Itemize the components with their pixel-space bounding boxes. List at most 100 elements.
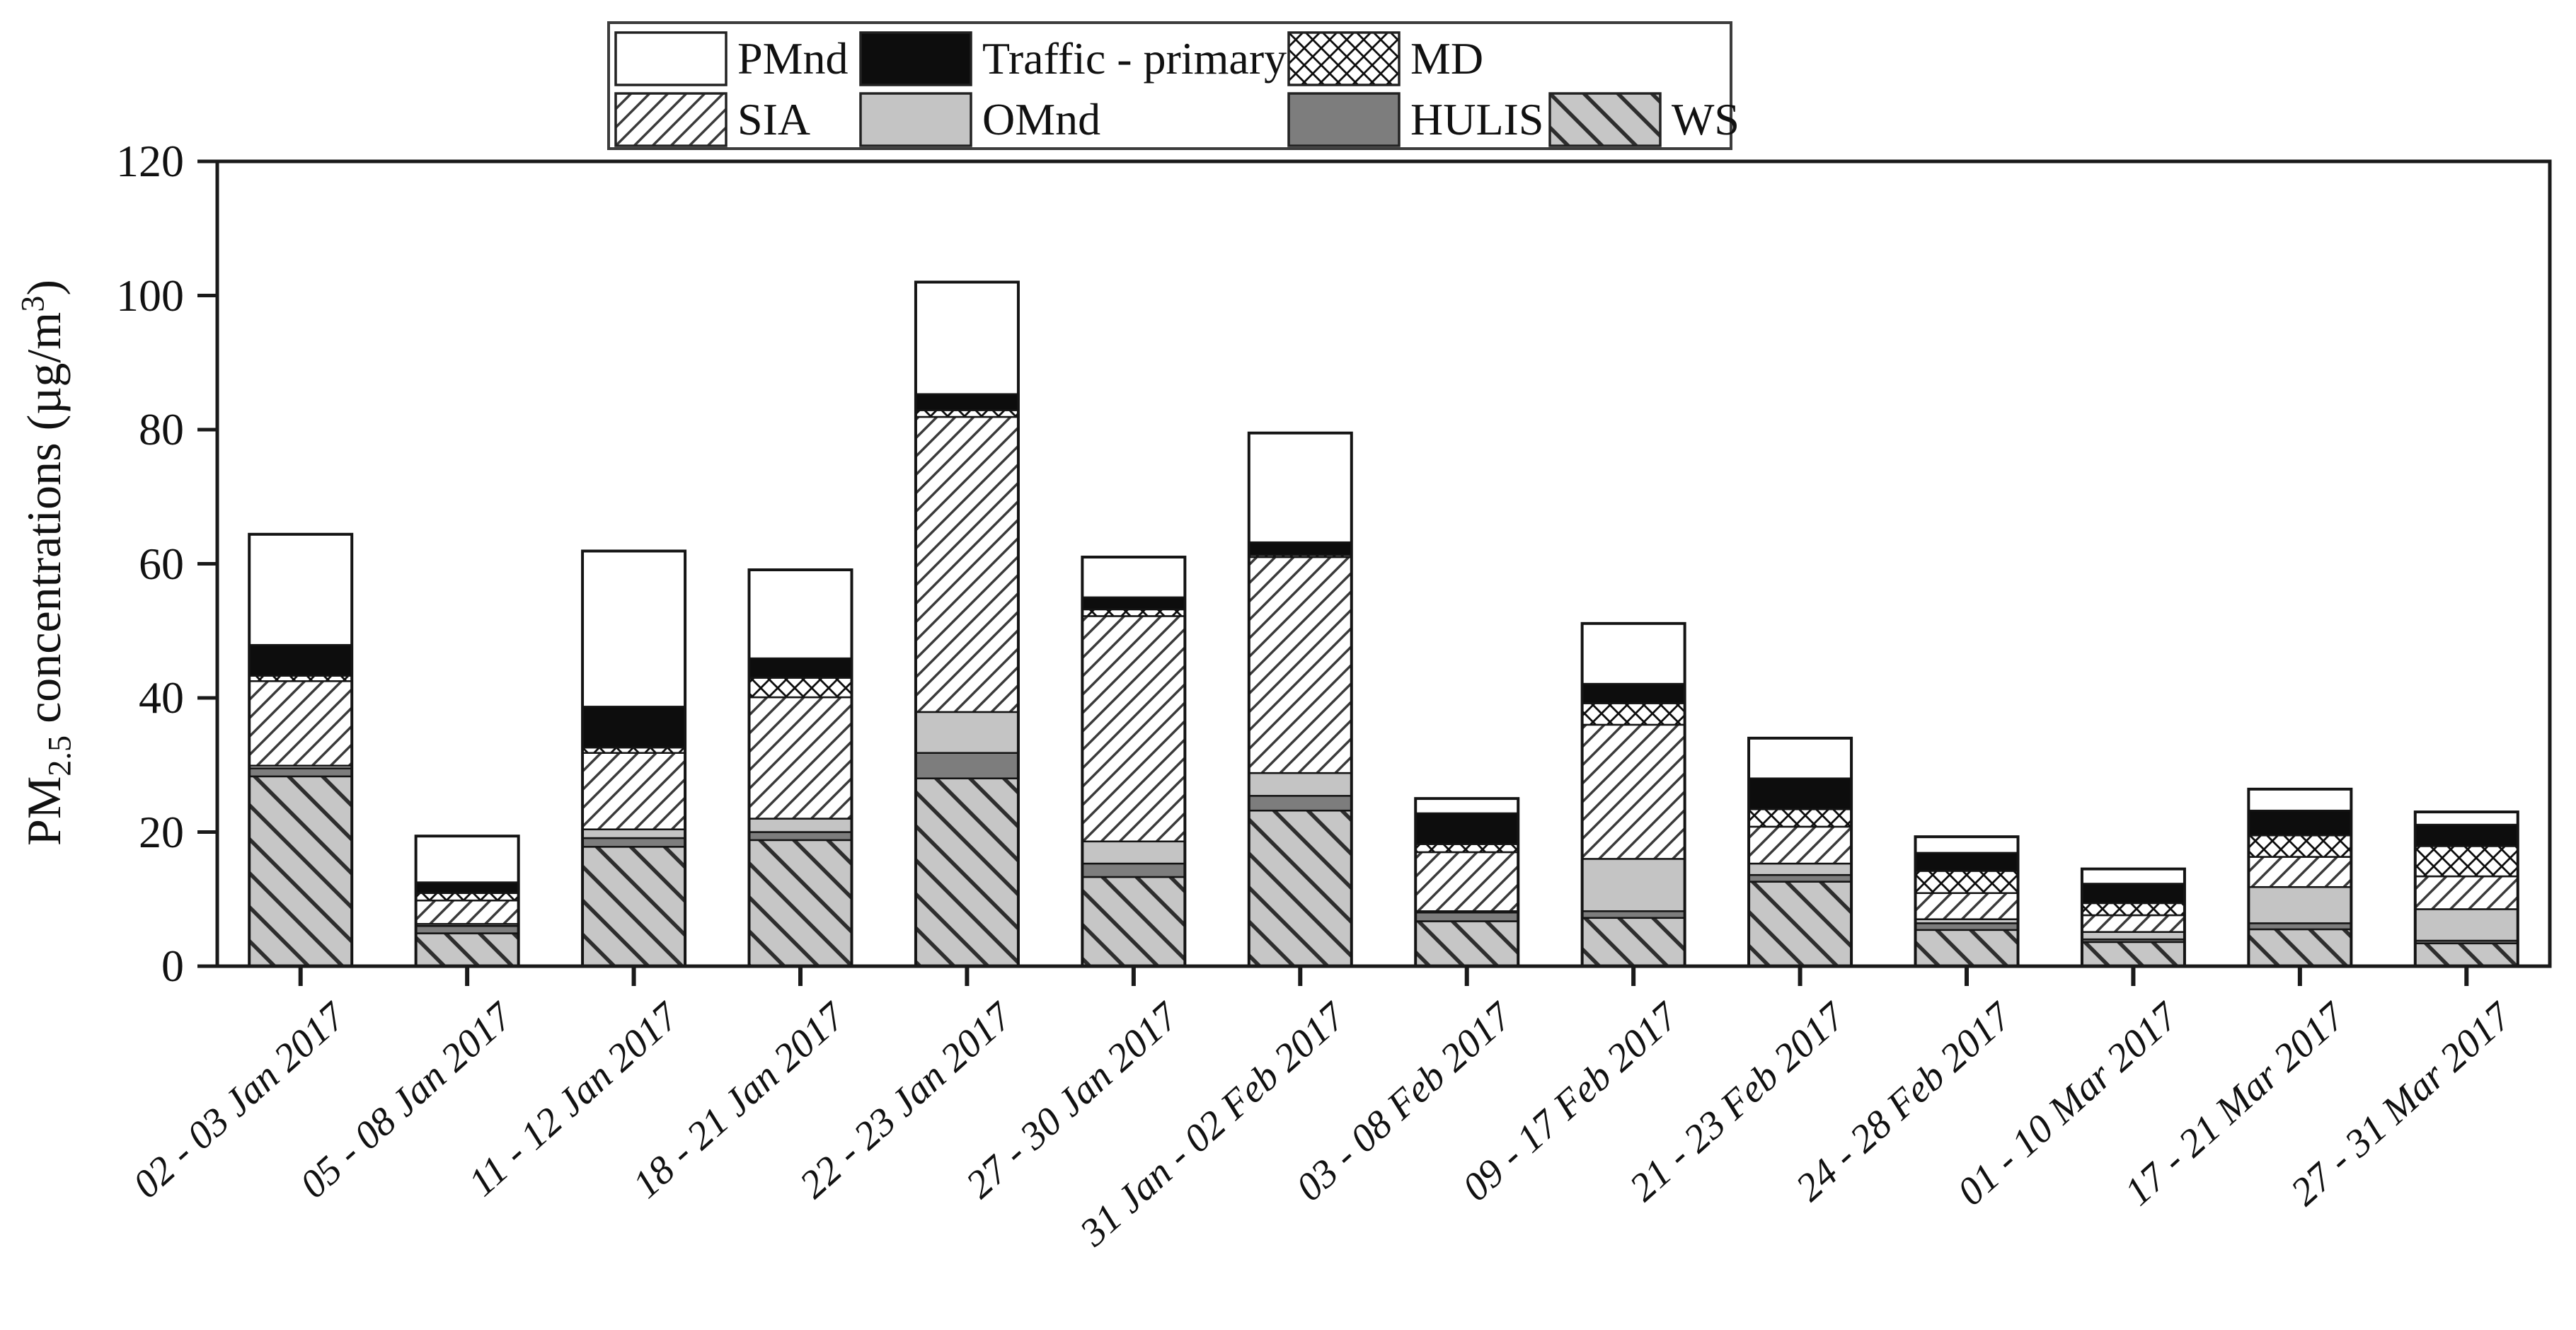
bar-segment-PMnd <box>748 568 853 660</box>
y-tick-label-80: 80 <box>139 404 184 454</box>
legend-swatch-Traffic - primary <box>859 31 972 86</box>
bar-segment-WS <box>748 839 853 968</box>
bar-01 - 10 Mar 2017 <box>2080 867 2186 968</box>
bar-27 - 30 Jan 2017 <box>1081 556 1187 968</box>
bar-segment-SIA <box>581 752 686 830</box>
bar-segment-MD <box>1914 870 2019 894</box>
bar-segment-PMnd <box>914 281 1020 396</box>
legend-label-OMnd: OMnd <box>982 94 1101 144</box>
bar-segment-Traffic - primary <box>2248 809 2352 837</box>
bar-segment-SIA <box>2248 856 2352 888</box>
bar-segment-OMnd <box>914 711 1020 754</box>
bar-segment-Traffic - primary <box>1747 777 1853 810</box>
bar-segment-OMnd <box>2081 931 2186 941</box>
bar-segment-SIA <box>2081 914 2186 933</box>
bar-segment-PMnd <box>1248 432 1353 544</box>
bar-segment-WS <box>2414 942 2519 968</box>
legend-swatch-SIA <box>614 92 728 147</box>
bar-09 - 17 Feb 2017 <box>1580 621 1686 968</box>
legend-label-MD: MD <box>1410 33 1484 84</box>
bar-segment-Traffic - primary <box>1248 541 1353 556</box>
bar-segment-OMnd <box>1581 858 1686 912</box>
bar-segment-PMnd <box>1414 797 1519 815</box>
bar-segment-HULIS <box>1248 795 1353 812</box>
bar-segment-SIA <box>1747 825 1853 865</box>
bar-segment-MD <box>415 892 519 902</box>
bar-31 Jan - 02 Feb 2017 <box>1247 431 1353 968</box>
legend-label-SIA: SIA <box>737 94 811 144</box>
bar-segment-MD <box>1081 608 1186 617</box>
bar-segment-WS <box>914 777 1020 968</box>
y-tick-label-120: 120 <box>116 136 184 186</box>
bar-segment-PMnd <box>1581 622 1686 685</box>
bar-segment-HULIS <box>415 924 519 934</box>
bar-segment-Traffic - primary <box>1581 682 1686 704</box>
y-tick-label-20: 20 <box>139 806 184 857</box>
legend-swatch-PMnd <box>614 31 728 86</box>
bar-segment-WS <box>1081 876 1186 968</box>
bar-segment-PMnd <box>1081 556 1186 599</box>
bar-18 - 21 Jan 2017 <box>747 568 853 968</box>
legend-swatch-MD <box>1287 31 1401 86</box>
bar-segment-HULIS <box>1414 911 1519 922</box>
bar-03 - 08 Feb 2017 <box>1414 797 1520 968</box>
bar-segment-Traffic - primary <box>1914 852 2019 872</box>
bar-segment-OMnd <box>2248 885 2352 924</box>
bar-segment-WS <box>415 932 519 968</box>
bar-segment-WS <box>1747 881 1853 968</box>
bar-segment-PMnd <box>581 550 686 708</box>
bar-segment-PMnd <box>2081 868 2186 885</box>
bar-24 - 28 Feb 2017 <box>1914 835 2020 968</box>
legend-label-WS: WS <box>1672 94 1740 144</box>
bar-segment-PMnd <box>415 835 519 883</box>
bar-segment-MD <box>2081 902 2186 917</box>
bar-segment-SIA <box>415 899 519 925</box>
plot-area <box>197 159 2552 986</box>
bar-segment-PMnd <box>2414 810 2519 826</box>
bar-segment-Traffic - primary <box>415 881 519 894</box>
bar-17 - 21 Mar 2017 <box>2247 787 2353 968</box>
bar-segment-HULIS <box>2248 922 2352 931</box>
legend-swatch-HULIS <box>1287 92 1401 147</box>
bar-segment-PMnd <box>1914 835 2019 854</box>
bar-segment-HULIS <box>914 752 1020 779</box>
bar-segment-SIA <box>1248 556 1353 774</box>
bar-segment-WS <box>1414 920 1519 968</box>
bar-segment-SIA <box>1414 851 1519 912</box>
bar-21 - 23 Feb 2017 <box>1747 736 1853 968</box>
bar-segment-HULIS <box>1581 910 1686 919</box>
y-tick-label-0: 0 <box>161 941 184 991</box>
bar-22 - 23 Jan 2017 <box>914 280 1020 968</box>
bar-11 - 12 Jan 2017 <box>581 549 687 968</box>
bar-segment-HULIS <box>1747 873 1853 883</box>
bar-segment-SIA <box>748 696 853 820</box>
legend-swatch-WS <box>1548 92 1662 147</box>
y-axis-title-subscript: 2.5 <box>42 735 79 776</box>
bar-05 - 08 Jan 2017 <box>414 835 520 968</box>
bar-segment-PMnd <box>2248 788 2352 812</box>
bar-segment-OMnd <box>1081 840 1186 865</box>
bar-segment-HULIS <box>748 831 853 842</box>
bar-segment-SIA <box>2414 875 2519 910</box>
bar-segment-Traffic - primary <box>1414 812 1519 845</box>
bar-segment-HULIS <box>1081 862 1186 878</box>
bar-segment-SIA <box>914 415 1020 713</box>
bar-segment-MD <box>748 677 853 699</box>
bar-segment-OMnd <box>748 818 853 833</box>
bar-segment-HULIS <box>581 837 686 848</box>
bar-segment-OMnd <box>581 828 686 839</box>
bar-27 - 31 Mar 2017 <box>2413 810 2519 968</box>
bar-segment-Traffic - primary <box>748 657 853 679</box>
y-tick-label-60: 60 <box>139 538 184 589</box>
plot-frame <box>215 159 2552 968</box>
bar-segment-OMnd <box>1747 862 1853 876</box>
bar-segment-MD <box>2414 845 2519 878</box>
bar-segment-SIA <box>1081 615 1186 843</box>
legend-label-PMnd: PMnd <box>737 33 849 84</box>
bar-segment-HULIS <box>1914 922 2019 931</box>
bar-segment-PMnd <box>1747 737 1853 779</box>
bar-segment-Traffic - primary <box>2081 883 2186 905</box>
bar-segment-SIA <box>1581 723 1686 860</box>
bar-segment-Traffic - primary <box>2414 823 2519 847</box>
